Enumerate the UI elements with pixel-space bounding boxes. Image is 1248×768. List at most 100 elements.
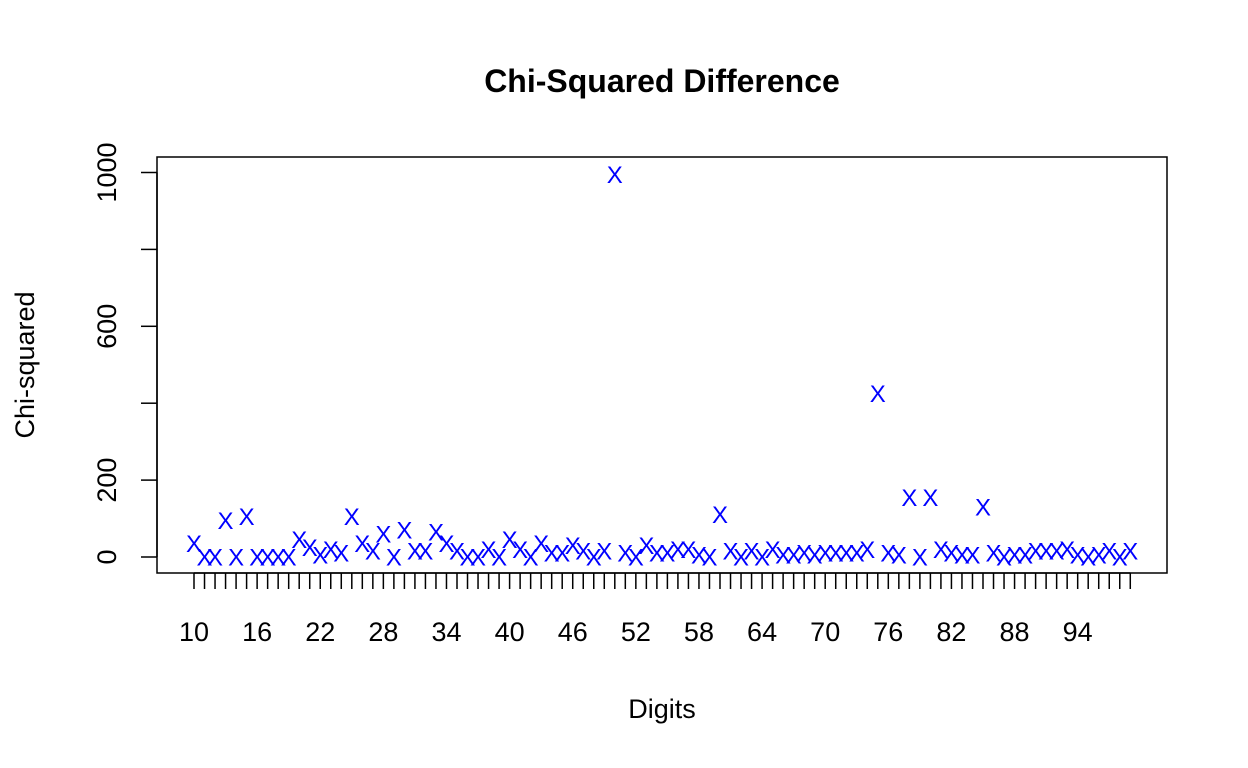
data-point: X [491, 545, 507, 572]
x-tick-label: 10 [179, 617, 209, 647]
data-point: X [996, 545, 1012, 572]
data-point: X [354, 531, 370, 558]
data-point: X [701, 545, 717, 572]
x-tick-label: 76 [873, 617, 903, 647]
data-point: X [596, 539, 612, 566]
data-point: X [333, 541, 349, 568]
data-point: X [260, 545, 276, 572]
x-tick-label: 94 [1063, 617, 1093, 647]
x-tick-label: 40 [495, 617, 525, 647]
y-tick-label: 0 [92, 549, 122, 564]
data-point: X [323, 537, 339, 564]
data-point: X [344, 504, 360, 531]
data-point: X [228, 545, 244, 572]
data-point: X [607, 162, 623, 189]
data-point: X [744, 539, 760, 566]
data-point: X [438, 531, 454, 558]
data-point: X [417, 539, 433, 566]
data-point: X [859, 537, 875, 564]
data-point: X [796, 541, 812, 568]
data-point: X [1080, 545, 1096, 572]
data-point: X [523, 545, 539, 572]
data-point: X [901, 485, 917, 512]
data-point: X [975, 495, 991, 522]
data-point: X [849, 541, 865, 568]
data-point: X [1101, 539, 1117, 566]
data-point: X [1112, 545, 1128, 572]
data-point: X [1091, 543, 1107, 570]
data-point: X [565, 533, 581, 560]
data-point: X [891, 543, 907, 570]
data-point: X [1007, 543, 1023, 570]
data-point: X [649, 541, 665, 568]
x-tick-label: 28 [368, 617, 398, 647]
data-point: X [270, 545, 286, 572]
data-point: X [838, 541, 854, 568]
x-tick-label: 16 [242, 617, 272, 647]
data-point: X [670, 537, 686, 564]
data-point: X [943, 541, 959, 568]
data-point: X [365, 539, 381, 566]
data-point: X [691, 543, 707, 570]
x-tick-label: 46 [558, 617, 588, 647]
x-tick-label: 88 [1000, 617, 1030, 647]
data-point: X [1049, 539, 1065, 566]
data-point: X [680, 537, 696, 564]
data-points: XXXXXXXXXXXXXXXXXXXXXXXXXXXXXXXXXXXXXXXX… [186, 162, 1138, 572]
data-point: X [922, 485, 938, 512]
data-point: X [880, 541, 896, 568]
data-point: X [638, 533, 654, 560]
data-point: X [407, 539, 423, 566]
data-point: X [954, 543, 970, 570]
data-point: X [449, 539, 465, 566]
x-tick-label: 64 [747, 617, 777, 647]
data-point: X [239, 504, 255, 531]
y-tick-label: 200 [92, 458, 122, 503]
data-point: X [502, 527, 518, 554]
data-point: X [723, 539, 739, 566]
data-point: X [544, 541, 560, 568]
data-point: X [375, 521, 391, 548]
data-point: X [428, 520, 444, 547]
data-point: X [481, 537, 497, 564]
y-axis: 0 200 600 1000 [92, 142, 158, 565]
x-axis-label: Digits [628, 694, 696, 724]
data-point: X [1059, 537, 1075, 564]
data-point: X [933, 537, 949, 564]
data-point: X [628, 545, 644, 572]
data-point: X [554, 541, 570, 568]
y-axis-label: Chi-squared [10, 291, 40, 438]
data-point: X [912, 545, 928, 572]
data-point: X [186, 531, 202, 558]
data-point: X [396, 518, 412, 545]
data-point: X [659, 541, 675, 568]
data-point: X [986, 541, 1002, 568]
data-point: X [1017, 543, 1033, 570]
data-point: X [817, 541, 833, 568]
data-point: X [765, 537, 781, 564]
data-point: X [291, 527, 307, 554]
plot-frame [156, 156, 1168, 574]
data-point: X [207, 545, 223, 572]
data-point: X [1038, 539, 1054, 566]
data-point: X [828, 541, 844, 568]
data-point: X [197, 545, 213, 572]
data-point: X [470, 545, 486, 572]
data-point: X [512, 537, 528, 564]
data-point: X [754, 545, 770, 572]
y-tick-label: 1000 [92, 142, 122, 202]
x-tick-label: 58 [684, 617, 714, 647]
data-point: X [312, 543, 328, 570]
data-point: X [249, 545, 265, 572]
x-axis: 10 16 22 28 34 40 46 52 58 64 70 76 82 88 94 [179, 572, 1132, 647]
data-point: X [218, 508, 234, 535]
data-point: X [386, 545, 402, 572]
data-point: X [1070, 543, 1086, 570]
data-point: X [786, 543, 802, 570]
data-point: X [533, 531, 549, 558]
data-point: X [617, 541, 633, 568]
data-point: X [807, 543, 823, 570]
data-point: X [1028, 539, 1044, 566]
data-point: X [964, 543, 980, 570]
